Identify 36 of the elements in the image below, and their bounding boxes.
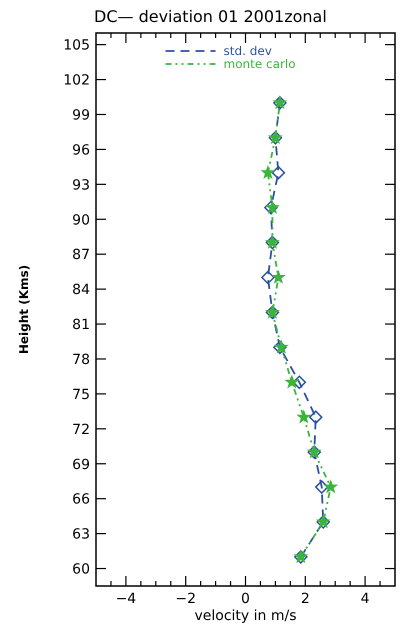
y-tick-label: 102 bbox=[63, 72, 90, 89]
point bbox=[261, 166, 275, 178]
point bbox=[272, 270, 286, 284]
x-tick-label: −2 bbox=[175, 591, 196, 607]
x-tick-label: −4 bbox=[116, 591, 136, 607]
y-tick-label: 75 bbox=[72, 386, 90, 403]
point bbox=[297, 410, 310, 423]
legend-label: monte carlo bbox=[224, 57, 296, 71]
y-tick-label: 69 bbox=[72, 456, 90, 473]
point bbox=[272, 166, 286, 180]
x-axis-title: velocity in m/s bbox=[194, 608, 297, 624]
y-tick-label: 63 bbox=[72, 526, 90, 543]
point bbox=[314, 480, 328, 494]
point bbox=[309, 410, 323, 424]
y-tick-label: 99 bbox=[72, 107, 90, 124]
point bbox=[261, 270, 275, 284]
y-tick-label: 96 bbox=[72, 142, 90, 158]
y-tick-label: 105 bbox=[63, 38, 90, 54]
y-tick-label: 72 bbox=[72, 422, 90, 438]
x-tick-label: 2 bbox=[300, 591, 310, 607]
point bbox=[324, 480, 338, 493]
y-tick-label: 93 bbox=[72, 177, 90, 194]
y-tick-label: 60 bbox=[72, 562, 90, 578]
y-tick-label: 66 bbox=[72, 492, 90, 508]
point bbox=[292, 376, 306, 390]
y-axis-title: Height (Kms) bbox=[17, 264, 31, 354]
y-tick-label: 90 bbox=[72, 212, 90, 228]
x-tick-label: 4 bbox=[360, 591, 370, 607]
y-tick-label: 81 bbox=[72, 317, 90, 334]
y-tick-label: 84 bbox=[72, 282, 90, 298]
chart-title: DC— deviation 01 2001zonal bbox=[94, 7, 327, 26]
y-tick-label: 87 bbox=[72, 247, 90, 264]
point bbox=[285, 375, 299, 388]
y-tick-label: 78 bbox=[72, 352, 90, 368]
x-tick-label: 0 bbox=[241, 591, 250, 607]
legend-label: std. dev bbox=[224, 44, 272, 58]
